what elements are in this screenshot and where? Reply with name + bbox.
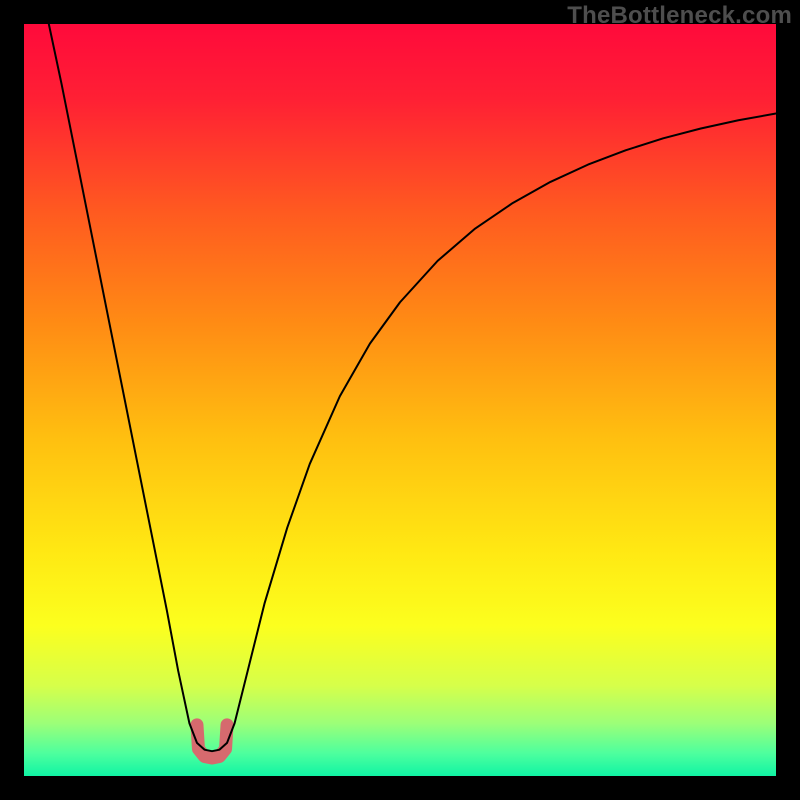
plot-background	[24, 24, 776, 776]
bottleneck-chart	[0, 0, 800, 800]
watermark-text: TheBottleneck.com	[567, 2, 792, 30]
chart-frame: TheBottleneck.com	[0, 0, 800, 800]
